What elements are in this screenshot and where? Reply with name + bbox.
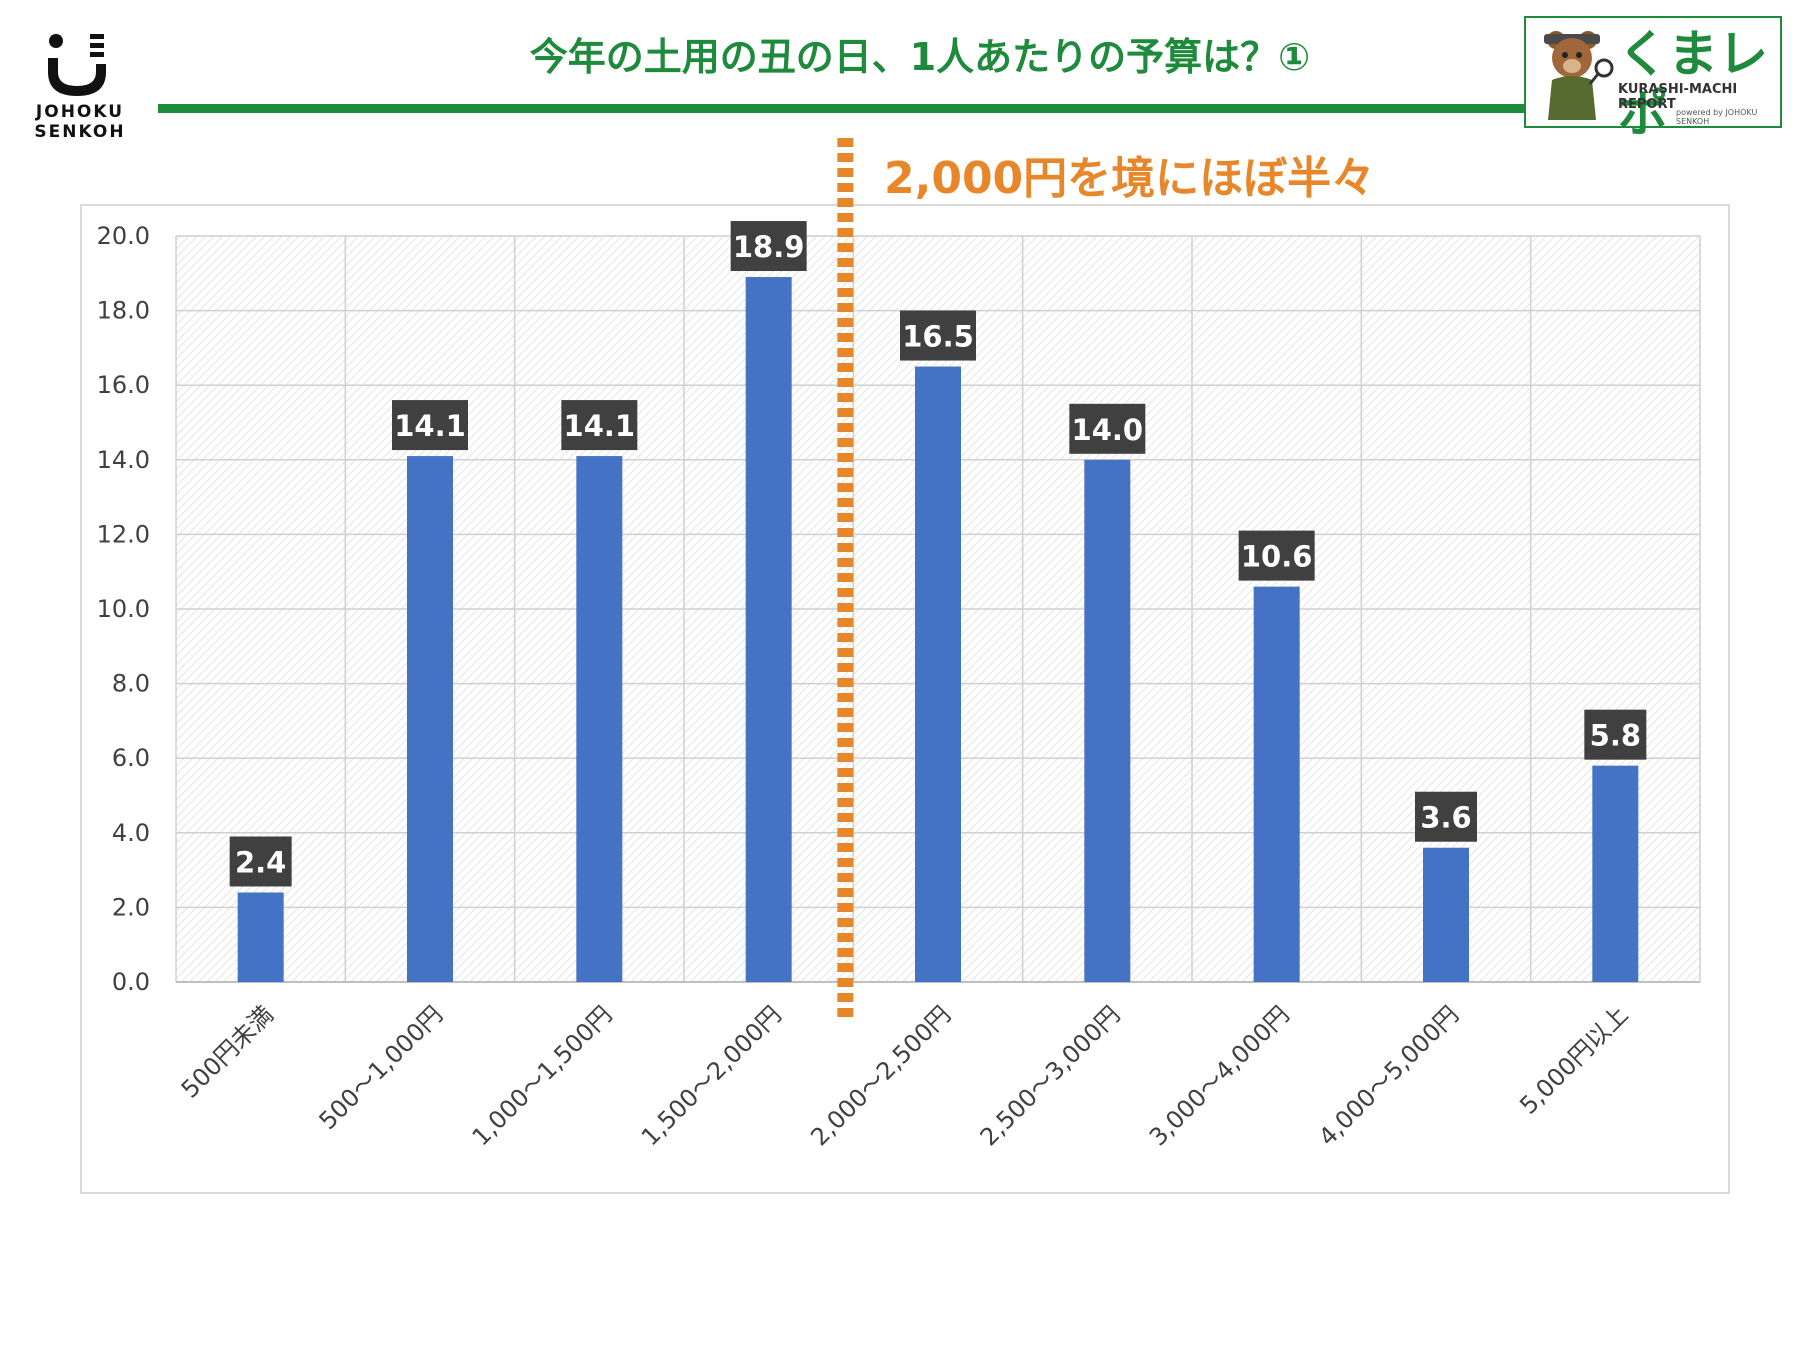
data-label: 10.6 — [1241, 540, 1313, 574]
y-tick-label: 10.0 — [97, 595, 150, 623]
x-tick-label: 2,500〜3,000円 — [975, 1000, 1126, 1151]
kumarepo-logo: くまレポ KURASHI-MACHI REPORT powered by JOH… — [1524, 16, 1782, 143]
data-label: 2.4 — [235, 845, 286, 879]
x-tick-label: 2,000〜2,500円 — [805, 1000, 956, 1151]
annotation-text: 2,000円を境にほぼ半々 — [884, 153, 1376, 204]
data-label: 5.8 — [1590, 719, 1641, 753]
y-tick-label: 0.0 — [112, 968, 150, 996]
bar — [1084, 459, 1131, 982]
title-divider — [158, 104, 1528, 113]
page-title: 今年の土用の丑の日、1人あたりの予算は？① — [529, 35, 1311, 79]
data-label-bg — [1238, 530, 1315, 581]
bar — [576, 456, 623, 982]
bar — [237, 892, 284, 982]
x-tick-label: 1,000〜1,500円 — [467, 1000, 618, 1151]
smile-logo-icon — [48, 34, 106, 96]
y-tick-label: 6.0 — [112, 744, 150, 772]
bar — [915, 366, 961, 982]
data-label: 14.0 — [1072, 413, 1144, 447]
y-tick-label: 2.0 — [112, 893, 150, 921]
x-tick-label: 500円未満 — [176, 1000, 279, 1103]
bar — [1253, 586, 1300, 982]
y-tick-label: 16.0 — [97, 371, 150, 399]
bear-detective-icon — [1544, 31, 1614, 120]
x-tick-label: 5,000円以上 — [1514, 1000, 1633, 1119]
y-tick-label: 14.0 — [97, 446, 150, 474]
bar — [407, 456, 453, 982]
data-label-bg — [900, 310, 976, 361]
x-tick-label: 500〜1,000円 — [314, 1000, 449, 1135]
bar — [1423, 847, 1469, 982]
data-label-bg — [561, 400, 638, 451]
x-tick-label: 1,500〜2,000円 — [636, 1000, 787, 1151]
bar — [1592, 765, 1639, 982]
y-tick-label: 8.0 — [112, 670, 150, 698]
data-label: 16.5 — [902, 320, 974, 354]
brand-left-line2: SENKOH — [34, 122, 126, 142]
powered-by-text: powered by JOHOKU SENKOH — [1676, 108, 1758, 126]
johoku-logo: JOHOKU SENKOH — [24, 24, 134, 144]
data-label: 14.1 — [394, 409, 466, 443]
y-tick-label: 18.0 — [97, 297, 150, 325]
data-label-bg — [392, 400, 468, 451]
bar — [745, 277, 792, 982]
y-tick-label: 20.0 — [97, 222, 150, 250]
x-tick-label: 3,000〜4,000円 — [1144, 1000, 1295, 1151]
data-label: 18.9 — [733, 230, 805, 264]
data-label-bg — [229, 836, 292, 887]
kumarepo-subtitle: KURASHI-MACHI REPORT — [1618, 82, 1738, 112]
kumarepo-wordmark: くまレポ — [1618, 25, 1768, 143]
x-tick-label: 4,000〜5,000円 — [1313, 1000, 1464, 1151]
data-label-bg — [1069, 403, 1146, 454]
brand-left-line1: JOHOKU — [35, 102, 125, 122]
data-label-bg — [730, 221, 807, 272]
y-tick-label: 4.0 — [112, 819, 150, 847]
data-label-bg — [1584, 709, 1647, 760]
data-label: 3.6 — [1420, 801, 1471, 835]
data-label-bg — [1415, 791, 1477, 842]
y-tick-label: 12.0 — [97, 520, 150, 548]
data-label: 14.1 — [564, 409, 636, 443]
